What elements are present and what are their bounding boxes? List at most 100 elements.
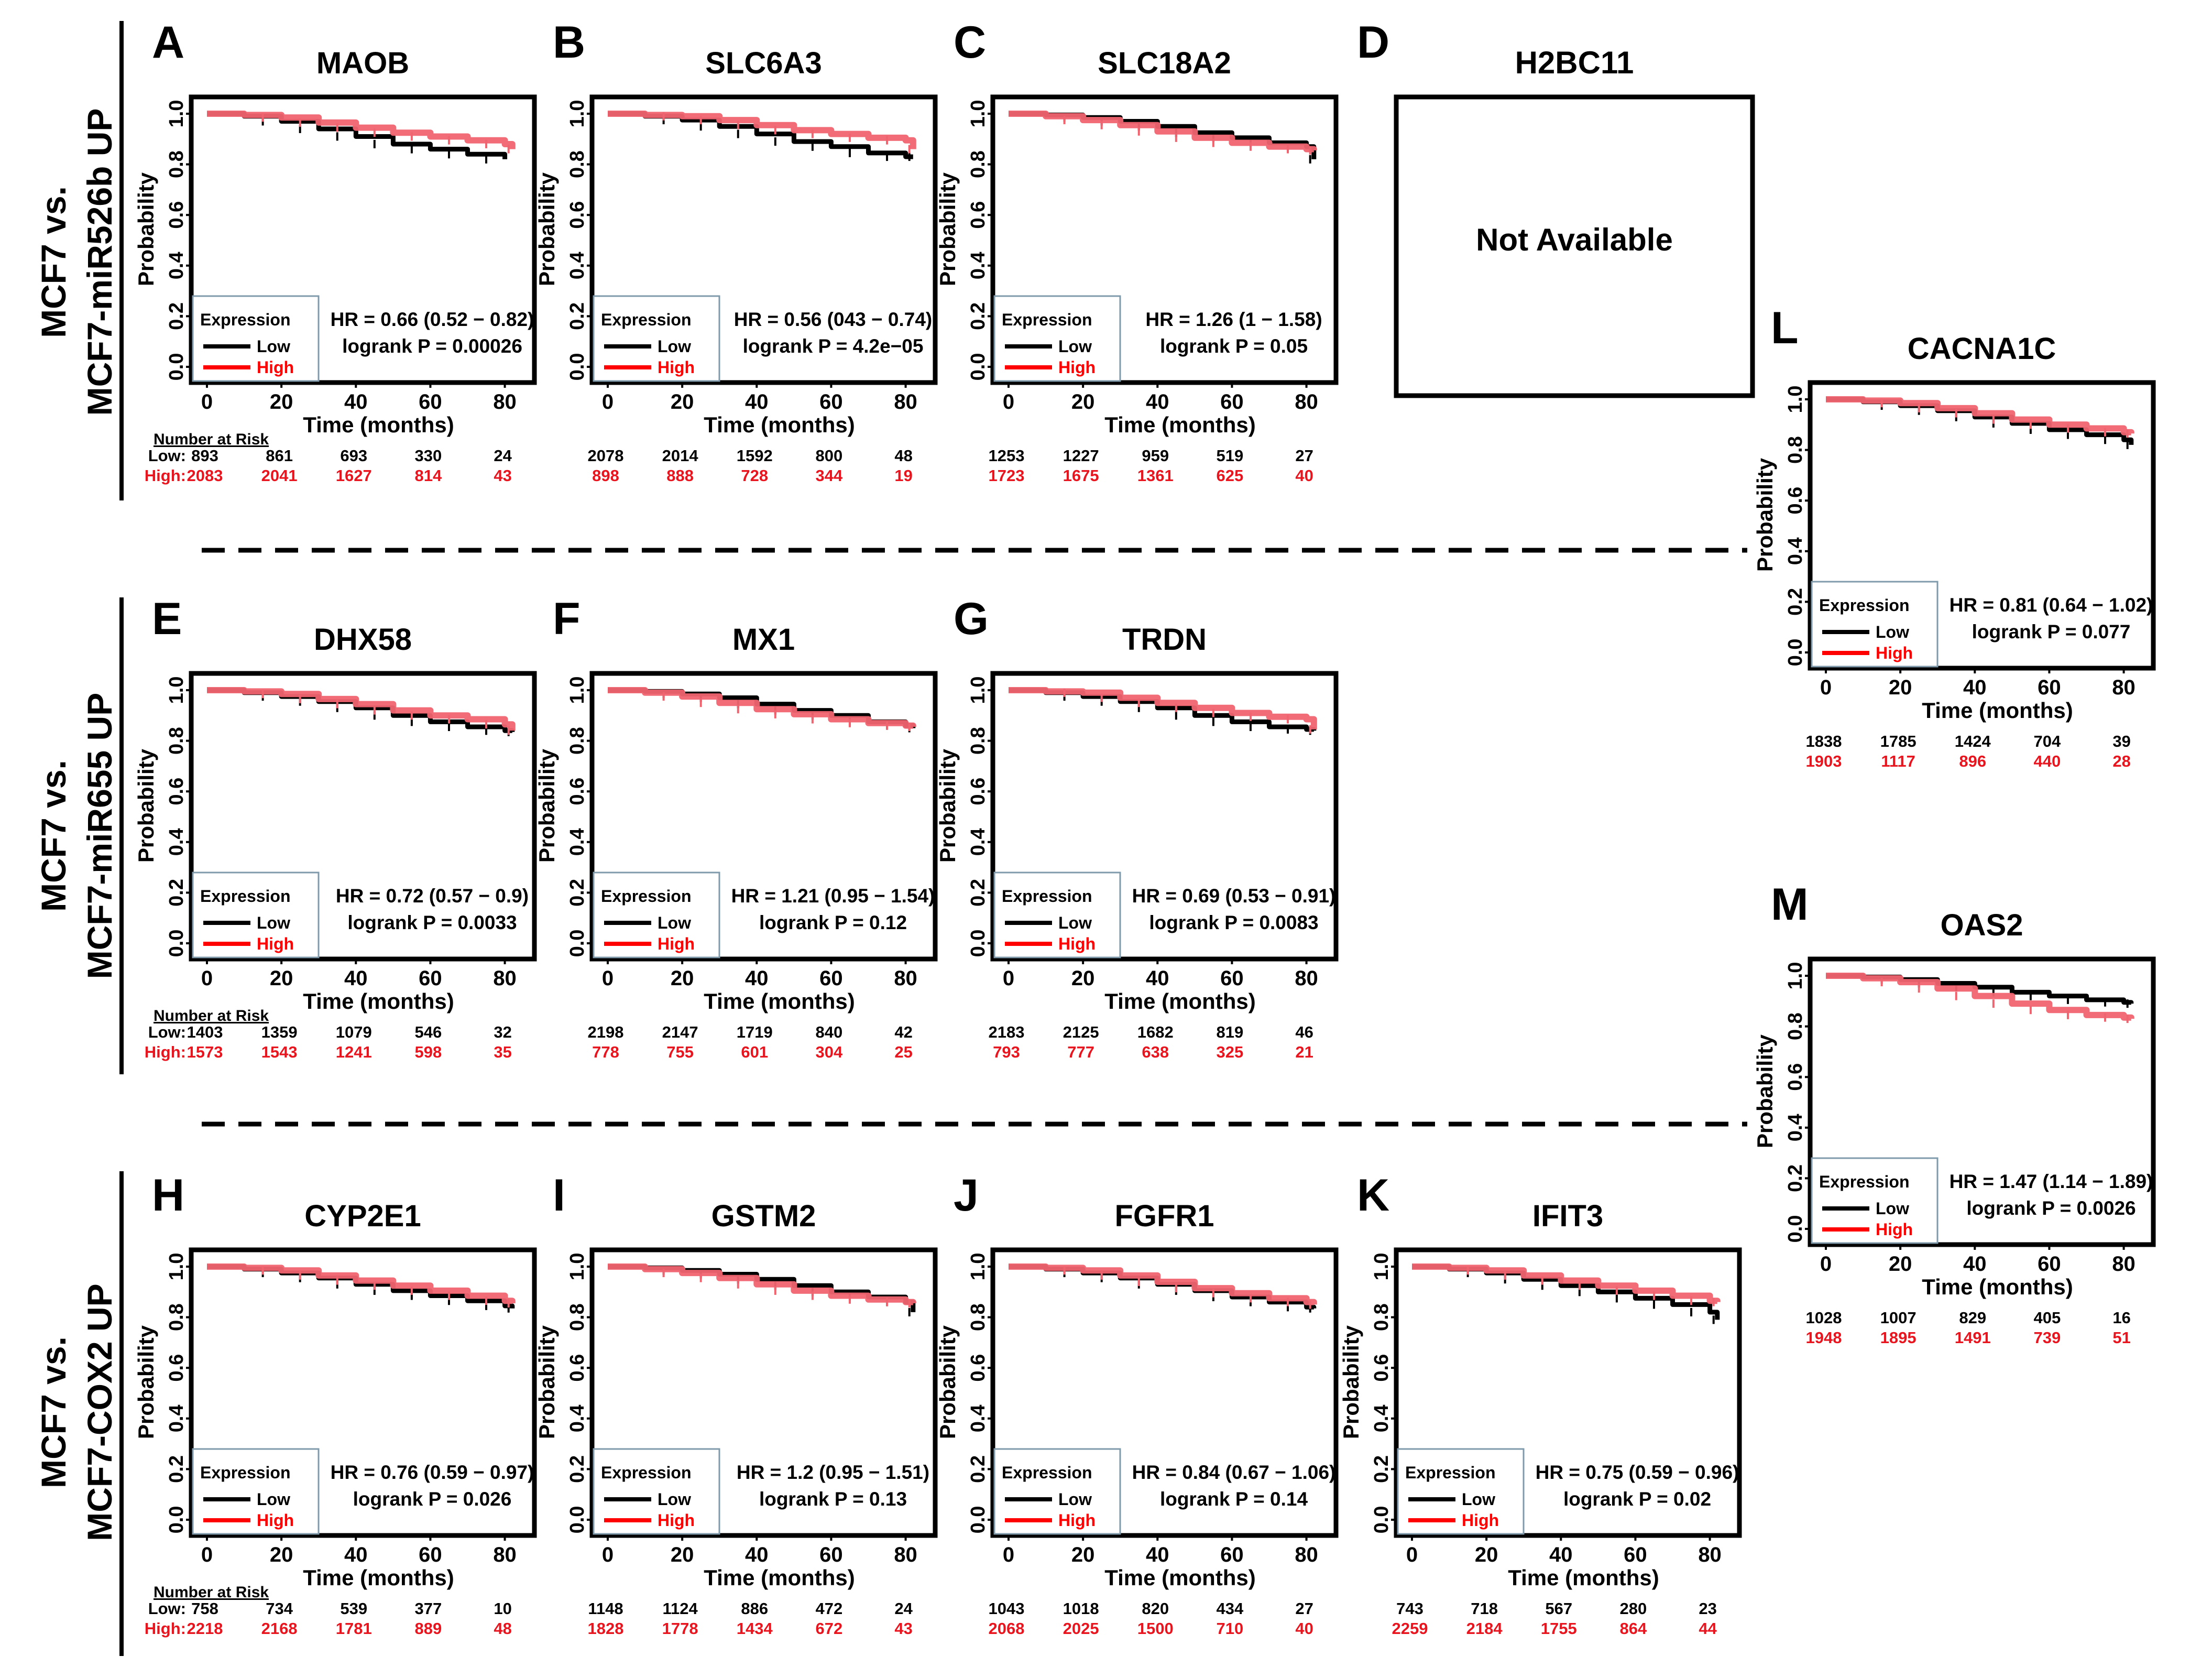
- x-tick-label: 0: [201, 390, 213, 413]
- logrank-text: logrank P = 0.13: [759, 1488, 907, 1510]
- logrank-text: logrank P = 0.0033: [347, 912, 517, 933]
- risk-high-value: 51: [2112, 1328, 2130, 1347]
- risk-high-value: 2218: [187, 1619, 223, 1638]
- logrank-text: logrank P = 0.026: [353, 1488, 512, 1510]
- y-tick-label: 0.4: [166, 1404, 188, 1432]
- hr-text: HR = 0.75 (0.59 − 0.96): [1536, 1462, 1739, 1483]
- x-tick-label: 0: [1003, 390, 1014, 413]
- x-axis-label: Time (months): [1508, 1565, 1659, 1590]
- risk-low-value: 539: [340, 1599, 367, 1618]
- risk-low-value: 23: [1699, 1599, 1716, 1618]
- risk-low-value: 758: [191, 1599, 218, 1618]
- risk-high-value: 2184: [1466, 1619, 1503, 1638]
- x-axis-label: Time (months): [303, 412, 454, 437]
- group-label-line1: MCF7 vs.: [34, 186, 73, 338]
- x-tick-label: 20: [671, 1543, 694, 1566]
- y-tick-label: 0.4: [566, 828, 588, 856]
- risk-low-value: 2198: [588, 1023, 624, 1041]
- curve-low: [608, 1264, 916, 1312]
- panel-letter: A: [152, 17, 184, 68]
- legend-low-label: Low: [1462, 1490, 1495, 1509]
- curve-high: [1412, 1263, 1721, 1304]
- risk-low-value: 405: [2034, 1309, 2061, 1327]
- legend-title: Expression: [200, 310, 291, 329]
- x-tick-label: 60: [1220, 390, 1244, 413]
- risk-low-value: 861: [266, 446, 293, 465]
- risk-high-value: 778: [592, 1043, 619, 1061]
- risk-low-value: 2147: [662, 1023, 698, 1041]
- x-axis-label: Time (months): [704, 1565, 855, 1590]
- x-tick-label: 60: [419, 967, 442, 990]
- curve-low: [1009, 1264, 1317, 1310]
- y-tick-label: 0.6: [1784, 487, 1806, 515]
- curve-high: [1009, 111, 1317, 152]
- x-tick-label: 40: [344, 390, 368, 413]
- x-tick-label: 0: [201, 967, 213, 990]
- panel-d: D H2BC11 Not Available: [1357, 17, 1755, 398]
- logrank-text: logrank P = 0.0083: [1149, 912, 1318, 933]
- risk-high-value: 898: [592, 466, 619, 485]
- risk-low-value: 1838: [1806, 732, 1842, 750]
- hr-text: HR = 1.21 (0.95 − 1.54): [731, 885, 935, 907]
- legend-high-label: High: [1058, 358, 1096, 377]
- y-tick-label: 0.4: [1784, 1114, 1806, 1141]
- risk-high-value: 40: [1295, 1619, 1313, 1638]
- curve-high: [1009, 1263, 1317, 1305]
- x-axis-label: Time (months): [303, 1565, 454, 1590]
- risk-low-value: 546: [415, 1023, 442, 1041]
- curve-high: [207, 687, 516, 731]
- y-tick-label: 0.8: [166, 150, 188, 178]
- legend-high-label: High: [658, 1511, 695, 1530]
- risk-low-value: 829: [1959, 1309, 1986, 1327]
- risk-low-value: 1079: [336, 1023, 372, 1041]
- risk-high-value: 40: [1295, 466, 1313, 485]
- number-at-risk-label: Number at Risk: [154, 1007, 269, 1025]
- panel-title: SLC6A3: [705, 46, 822, 80]
- curve-high: [1826, 973, 2134, 1021]
- legend-high-label: High: [257, 1511, 294, 1530]
- risk-low-value: 519: [1217, 446, 1244, 465]
- y-tick-label: 0.8: [1784, 436, 1806, 464]
- y-tick-label: 0.6: [166, 1354, 188, 1382]
- x-tick-label: 60: [1220, 1543, 1244, 1566]
- panel-letter: K: [1357, 1170, 1389, 1221]
- legend-high-label: High: [658, 934, 695, 953]
- risk-low-value: 800: [816, 446, 843, 465]
- risk-high-value: 1500: [1137, 1619, 1174, 1638]
- x-tick-label: 80: [1698, 1543, 1722, 1566]
- legend-high-label: High: [658, 358, 695, 377]
- risk-high-value: 304: [816, 1043, 843, 1061]
- risk-high-value: 864: [1620, 1619, 1647, 1638]
- y-tick-label: 0.0: [967, 930, 989, 957]
- km-panel-f: F MX1 0.0 0.2 0.4 0.6 0.8 1.0 0 20 40 60 80 Time (mon…: [534, 594, 938, 1061]
- legend-high-label: High: [1058, 934, 1096, 953]
- group-label: MCF7 vs. MCF7-miR655 UP: [34, 693, 119, 979]
- risk-high-value: 598: [415, 1043, 442, 1061]
- x-tick-label: 60: [419, 1543, 442, 1566]
- risk-low-value: 42: [894, 1023, 912, 1041]
- risk-low-value: 377: [415, 1599, 442, 1618]
- plot-frame: [1808, 380, 2156, 671]
- x-tick-label: 20: [1071, 967, 1095, 990]
- risk-low-value: 1592: [737, 446, 773, 465]
- plot-frame: [589, 671, 938, 962]
- y-tick-label: 0.4: [967, 252, 989, 279]
- panel-title: MAOB: [316, 46, 409, 80]
- risk-high-value: 2025: [1063, 1619, 1099, 1638]
- y-axis-label: Probability: [534, 172, 559, 286]
- legend-box: [993, 1448, 1121, 1535]
- x-axis-label: Time (months): [303, 989, 454, 1014]
- risk-high-value: 44: [1699, 1619, 1717, 1638]
- y-tick-label: 1.0: [166, 100, 188, 128]
- legend-low-label: Low: [1058, 337, 1092, 356]
- x-tick-label: 0: [602, 1543, 614, 1566]
- y-tick-label: 0.0: [1784, 1215, 1806, 1243]
- panel-title: CYP2E1: [304, 1199, 421, 1233]
- risk-low-value: 1028: [1806, 1309, 1842, 1327]
- logrank-text: logrank P = 0.02: [1563, 1488, 1711, 1510]
- curve-high: [1826, 396, 2134, 435]
- group-label-line1: MCF7 vs.: [34, 760, 73, 912]
- y-tick-label: 0.6: [566, 778, 588, 805]
- km-panel-l: L CACNA1C 0.0 0.2 0.4 0.6 0.8 1.0 0 20 40 60 80 Time …: [1753, 303, 2156, 770]
- y-tick-label: 0.0: [166, 930, 188, 957]
